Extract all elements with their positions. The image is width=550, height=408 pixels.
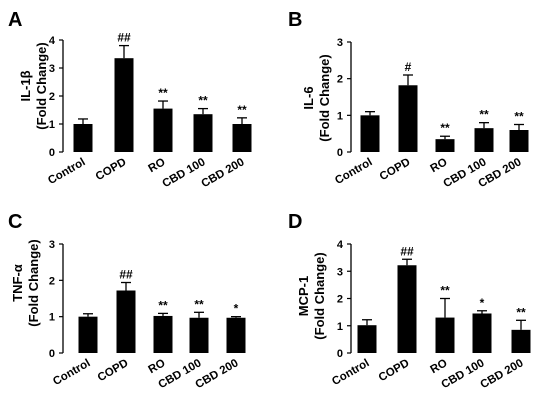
- panel-d-significance-label: **: [516, 305, 526, 319]
- panel-b-y-tick-label: 2: [337, 74, 343, 86]
- panel-c: C TNF-α (Fold Change) 0 1 2 3 Control ## COPD *…: [8, 211, 246, 391]
- panel-c-bar: [116, 290, 136, 353]
- panel-c-significance-label: **: [194, 297, 204, 311]
- panel-c-y-tick-label: 2: [49, 275, 55, 287]
- panel-c-category-label: COPD: [96, 357, 131, 384]
- panel-c-significance-label: ##: [119, 268, 133, 282]
- panel-d-bar: [511, 329, 531, 353]
- panel-b-bar: [474, 128, 494, 152]
- panel-a-significance-label: **: [158, 86, 168, 100]
- panel-a-significance-label: **: [198, 94, 208, 108]
- panel-b-y-tick-label: 0: [337, 147, 343, 159]
- panel-d-significance-label: **: [440, 284, 450, 298]
- panel-d-y-tick-label: 2: [337, 294, 343, 306]
- panel-b-bar: [360, 115, 380, 152]
- panel-d-letter: D: [288, 211, 302, 233]
- panel-d-bar: [397, 265, 417, 353]
- panel-d-y-tick-label: 3: [337, 266, 343, 278]
- panel-d-plot: 0 1 2 3 4 Control ## COPD ** RO * CBD 100 ** CBD 200: [330, 239, 531, 391]
- panel-c-ylabel-line1: TNF-α: [10, 264, 25, 302]
- panel-a-ylabel-line1: IL-1β: [18, 70, 33, 101]
- panel-a-plot: 0 1 2 3 4 Control ## COPD ** RO ** CBD 100 ** CBD 200: [46, 31, 252, 190]
- panel-c-ylabel-line2: (Fold Change): [26, 239, 41, 326]
- panel-a-y-tick-label: 3: [49, 63, 55, 75]
- panel-b-bar: [398, 85, 418, 152]
- panel-d-y-tick-label: 4: [337, 239, 344, 251]
- panel-c-significance-label: *: [234, 302, 239, 316]
- panel-b-significance-label: #: [405, 60, 412, 74]
- panel-d-category-label: RO: [429, 357, 450, 376]
- panel-b-category-label: COPD: [378, 156, 413, 183]
- panel-a-bar: [73, 124, 93, 152]
- panel-a-ylabel-line2: (Fold Change): [34, 42, 49, 129]
- panel-c-bar: [153, 315, 173, 353]
- panel-b-bar: [435, 139, 455, 152]
- panel-a-y-tick-label: 4: [49, 35, 56, 47]
- panel-d-ylabel-line1: MCP-1: [296, 276, 311, 316]
- panel-d-significance-label: ##: [400, 244, 414, 258]
- panel-c-bar: [226, 317, 246, 353]
- panel-a-category-label: COPD: [94, 156, 129, 183]
- panel-a-category-label: Control: [46, 156, 87, 187]
- panel-d-bar: [357, 325, 377, 353]
- panel-b-letter: B: [288, 9, 302, 31]
- panel-a-bar: [232, 124, 252, 152]
- panel-d-category-label: COPD: [377, 357, 412, 384]
- panel-a-y-tick-label: 1: [49, 119, 55, 131]
- panel-b-ylabel: IL-6 (Fold Change): [301, 54, 332, 141]
- panel-b-y-tick-label: 3: [337, 37, 343, 49]
- panel-a-letter: A: [8, 9, 22, 31]
- panel-d-bar: [435, 317, 455, 353]
- panel-d-category-label: Control: [330, 357, 371, 388]
- panel-a-significance-label: ##: [117, 31, 131, 45]
- panel-c-category-label: CBD 200: [194, 357, 241, 391]
- panel-d-y-tick-label: 1: [337, 321, 343, 333]
- panel-d-ylabel-line2: (Fold Change): [312, 252, 327, 339]
- panel-c-y-tick-label: 3: [49, 239, 55, 251]
- panel-d-category-label: CBD 100: [440, 357, 487, 391]
- panel-a-category-label: RO: [147, 156, 168, 175]
- panel-b-ylabel-line1: IL-6: [301, 86, 316, 109]
- panel-a-category-label: CBD 200: [200, 156, 247, 190]
- panel-b-significance-label: **: [514, 110, 524, 124]
- panel-a-y-tick-label: 0: [49, 147, 55, 159]
- panel-a-bar: [193, 114, 213, 152]
- panel-c-ylabel: TNF-α (Fold Change): [10, 239, 41, 326]
- panel-c-significance-label: **: [158, 298, 168, 312]
- panel-a-significance-label: **: [237, 103, 247, 117]
- panel-a: A IL-1β (Fold Change) 0 1 2 3 4 Control ## COPD…: [8, 9, 252, 190]
- panel-c-bar: [189, 317, 209, 353]
- panel-a-y-tick-label: 2: [49, 91, 55, 103]
- panel-d-y-tick-label: 0: [337, 348, 343, 360]
- panel-d: D MCP-1 (Fold Change) 0 1 2 3 4 Control ## COPD…: [288, 211, 531, 391]
- panel-b-category-label: RO: [429, 156, 450, 175]
- panel-c-category-label: Control: [51, 357, 92, 388]
- panel-a-ylabel: IL-1β (Fold Change): [18, 42, 49, 129]
- panel-b-bar: [509, 130, 529, 152]
- panel-b-category-label: Control: [333, 156, 374, 187]
- panel-d-significance-label: *: [480, 296, 485, 310]
- panel-b: B IL-6 (Fold Change) 0 1 2 3 Control # COPD ** R…: [288, 9, 529, 190]
- panel-b-significance-label: **: [440, 121, 450, 135]
- panel-d-bar: [472, 313, 492, 353]
- panel-c-y-tick-label: 1: [49, 312, 55, 324]
- panel-a-category-label: CBD 100: [161, 156, 208, 190]
- panel-c-bar: [78, 316, 98, 353]
- panel-d-ylabel: MCP-1 (Fold Change): [296, 252, 327, 339]
- panel-c-letter: C: [8, 211, 22, 233]
- panel-c-category-label: RO: [147, 357, 168, 376]
- panel-b-ylabel-line2: (Fold Change): [317, 54, 332, 141]
- panel-c-y-tick-label: 0: [49, 348, 55, 360]
- panel-a-bar: [114, 58, 134, 153]
- panel-b-y-tick-label: 1: [337, 110, 343, 122]
- panel-a-bar: [153, 108, 173, 152]
- panel-b-significance-label: **: [479, 108, 489, 122]
- panel-d-category-label: CBD 200: [479, 357, 526, 391]
